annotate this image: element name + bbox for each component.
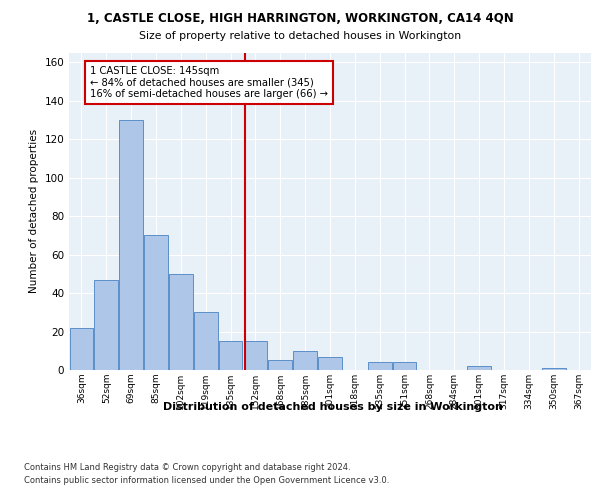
Bar: [94, 280, 118, 370]
Bar: [318, 356, 342, 370]
Bar: [293, 351, 317, 370]
Bar: [144, 236, 168, 370]
Bar: [467, 366, 491, 370]
Bar: [219, 341, 242, 370]
Text: 1, CASTLE CLOSE, HIGH HARRINGTON, WORKINGTON, CA14 4QN: 1, CASTLE CLOSE, HIGH HARRINGTON, WORKIN…: [86, 12, 514, 26]
Bar: [169, 274, 193, 370]
Text: 1 CASTLE CLOSE: 145sqm
← 84% of detached houses are smaller (345)
16% of semi-de: 1 CASTLE CLOSE: 145sqm ← 84% of detached…: [90, 66, 328, 99]
Text: Contains HM Land Registry data © Crown copyright and database right 2024.: Contains HM Land Registry data © Crown c…: [24, 462, 350, 471]
Text: Size of property relative to detached houses in Workington: Size of property relative to detached ho…: [139, 31, 461, 41]
Bar: [70, 328, 93, 370]
Bar: [368, 362, 392, 370]
Y-axis label: Number of detached properties: Number of detached properties: [29, 129, 39, 294]
Text: Contains public sector information licensed under the Open Government Licence v3: Contains public sector information licen…: [24, 476, 389, 485]
Bar: [268, 360, 292, 370]
Text: Distribution of detached houses by size in Workington: Distribution of detached houses by size …: [163, 402, 503, 412]
Bar: [194, 312, 218, 370]
Bar: [393, 362, 416, 370]
Bar: [244, 341, 267, 370]
Bar: [542, 368, 566, 370]
Bar: [119, 120, 143, 370]
